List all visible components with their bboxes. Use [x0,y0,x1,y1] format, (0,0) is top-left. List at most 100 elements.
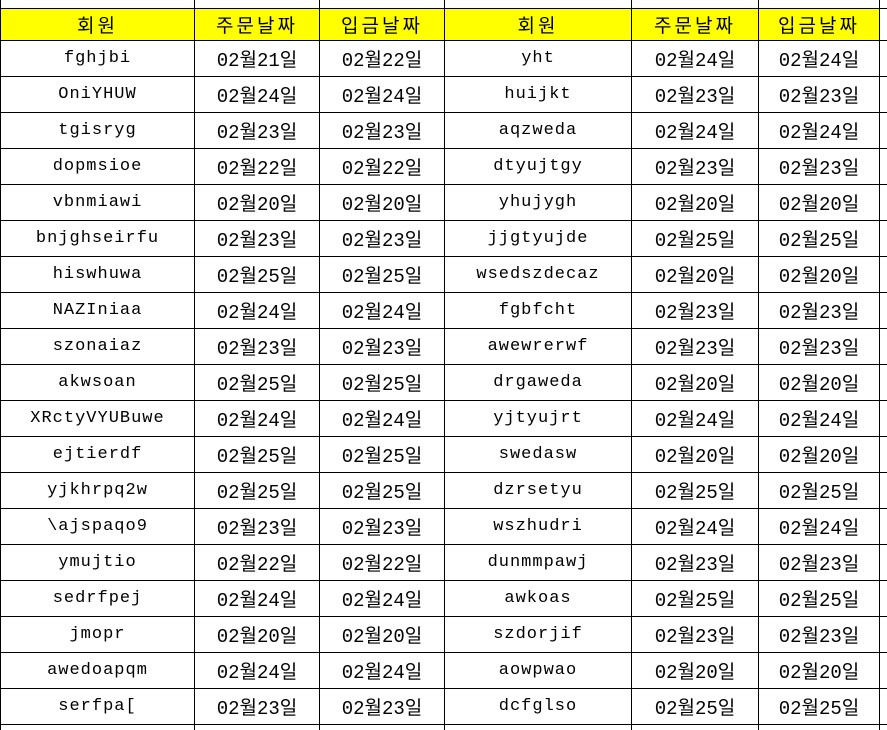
member-right-cell[interactable]: huijkt [444,75,632,113]
order-left-cell[interactable]: 02월23일 [194,687,320,725]
deposit-left-cell[interactable]: 02월25일 [319,435,445,473]
deposit-left-cell[interactable]: 02월22일 [319,39,445,77]
deposit-left-cell[interactable]: 02월25일 [319,255,445,293]
member-left-cell[interactable]: hiswhuwa [0,255,195,293]
order-right-cell[interactable]: 02월25일 [631,471,759,509]
order-right-cell[interactable]: 02월25일 [631,219,759,257]
header-order-date-right[interactable]: 주문날짜 [631,7,759,41]
member-right-cell[interactable]: dtyujtgy [444,147,632,185]
order-right-cell[interactable]: 02월23일 [631,147,759,185]
order-right-cell[interactable]: 02월25일 [631,579,759,617]
deposit-right-cell[interactable]: 02월25일 [758,219,880,257]
deposit-left-cell[interactable]: 02월24일 [319,399,445,437]
member-right-cell[interactable]: aqzweda [444,111,632,149]
order-right-cell[interactable]: 02월24일 [631,111,759,149]
deposit-right-cell[interactable]: 02월25일 [758,687,880,725]
member-left-cell[interactable]: ejtierdf [0,435,195,473]
deposit-left-cell[interactable]: 02월23일 [319,687,445,725]
order-left-cell[interactable]: 02월24일 [194,75,320,113]
member-right-cell[interactable]: wszhudri [444,507,632,545]
member-right-cell[interactable]: szdorjif [444,615,632,653]
order-right-cell[interactable]: 02월20일 [631,183,759,221]
member-left-cell[interactable]: yjkhrpq2w [0,471,195,509]
member-right-cell[interactable]: fgbfcht [444,291,632,329]
deposit-right-cell[interactable]: 02월25일 [758,579,880,617]
member-left-cell[interactable]: jmopr [0,615,195,653]
member-left-cell[interactable]: sedrfpej [0,579,195,617]
deposit-left-cell[interactable]: 02월24일 [319,651,445,689]
order-right-cell[interactable]: 02월20일 [631,435,759,473]
order-left-cell[interactable]: 02월23일 [194,507,320,545]
order-left-cell[interactable]: 02월24일 [194,291,320,329]
deposit-left-cell[interactable]: 02월25일 [319,363,445,401]
member-left-cell[interactable]: vbnmiawi [0,183,195,221]
deposit-left-cell[interactable]: 02월20일 [319,183,445,221]
member-left-cell[interactable]: tgisryg [0,111,195,149]
order-right-cell[interactable]: 02월24일 [631,399,759,437]
deposit-right-cell[interactable]: 02월23일 [758,147,880,185]
deposit-left-cell[interactable]: 02월20일 [319,615,445,653]
order-right-cell[interactable]: 02월20일 [631,255,759,293]
order-left-cell[interactable]: 02월25일 [194,255,320,293]
member-left-cell[interactable]: XRctyVYUBuwe [0,399,195,437]
deposit-right-cell[interactable]: 02월20일 [758,363,880,401]
order-right-cell[interactable]: 02월23일 [631,543,759,581]
order-right-cell[interactable]: 02월23일 [631,615,759,653]
deposit-left-cell[interactable]: 02월25일 [319,471,445,509]
member-right-cell[interactable]: wsedszdecaz [444,255,632,293]
deposit-right-cell[interactable]: 02월20일 [758,651,880,689]
deposit-left-cell[interactable]: 02월24일 [319,291,445,329]
member-left-cell[interactable]: awedoapqm [0,651,195,689]
header-deposit-date-right[interactable]: 입금날짜 [758,7,880,41]
member-right-cell[interactable]: drgaweda [444,363,632,401]
deposit-left-cell[interactable]: 02월23일 [319,507,445,545]
deposit-right-cell[interactable]: 02월23일 [758,327,880,365]
header-member-right[interactable]: 회원 [444,7,632,41]
deposit-right-cell[interactable]: 02월23일 [758,75,880,113]
deposit-right-cell[interactable]: 02월25일 [758,471,880,509]
order-right-cell[interactable]: 02월23일 [631,75,759,113]
member-right-cell[interactable]: yht [444,39,632,77]
order-right-cell[interactable]: 02월23일 [631,327,759,365]
member-right-cell[interactable]: awewrerwf [444,327,632,365]
deposit-left-cell[interactable]: 02월23일 [319,327,445,365]
member-right-cell[interactable]: yjtyujrt [444,399,632,437]
member-left-cell[interactable]: serfpa[ [0,687,195,725]
deposit-left-cell[interactable]: 02월24일 [319,579,445,617]
order-left-cell[interactable]: 02월25일 [194,363,320,401]
order-left-cell[interactable]: 02월23일 [194,219,320,257]
deposit-right-cell[interactable]: 02월20일 [758,183,880,221]
deposit-right-cell[interactable]: 02월24일 [758,507,880,545]
order-left-cell[interactable]: 02월23일 [194,327,320,365]
member-left-cell[interactable]: dopmsioe [0,147,195,185]
member-right-cell[interactable]: dzrsetyu [444,471,632,509]
member-right-cell[interactable]: awkoas [444,579,632,617]
member-right-cell[interactable]: jjgtyujde [444,219,632,257]
order-left-cell[interactable]: 02월25일 [194,471,320,509]
deposit-left-cell[interactable]: 02월22일 [319,147,445,185]
order-left-cell[interactable]: 02월20일 [194,183,320,221]
member-left-cell[interactable]: ymujtio [0,543,195,581]
order-left-cell[interactable]: 02월21일 [194,39,320,77]
order-right-cell[interactable]: 02월24일 [631,507,759,545]
deposit-right-cell[interactable]: 02월23일 [758,543,880,581]
deposit-left-cell[interactable]: 02월23일 [319,219,445,257]
member-right-cell[interactable]: aowpwao [444,651,632,689]
header-member-left[interactable]: 회원 [0,7,195,41]
deposit-right-cell[interactable]: 02월24일 [758,399,880,437]
deposit-right-cell[interactable]: 02월24일 [758,111,880,149]
header-order-date-left[interactable]: 주문날짜 [194,7,320,41]
member-left-cell[interactable]: fghjbi [0,39,195,77]
order-right-cell[interactable]: 02월20일 [631,651,759,689]
deposit-left-cell[interactable]: 02월23일 [319,111,445,149]
deposit-left-cell[interactable]: 02월24일 [319,75,445,113]
order-right-cell[interactable]: 02월23일 [631,291,759,329]
deposit-left-cell[interactable]: 02월22일 [319,543,445,581]
member-left-cell[interactable]: OniYHUW [0,75,195,113]
order-right-cell[interactable]: 02월25일 [631,687,759,725]
deposit-right-cell[interactable]: 02월20일 [758,255,880,293]
order-left-cell[interactable]: 02월24일 [194,579,320,617]
member-left-cell[interactable]: akwsoan [0,363,195,401]
member-left-cell[interactable]: NAZIniaa [0,291,195,329]
member-right-cell[interactable]: dcfglso [444,687,632,725]
